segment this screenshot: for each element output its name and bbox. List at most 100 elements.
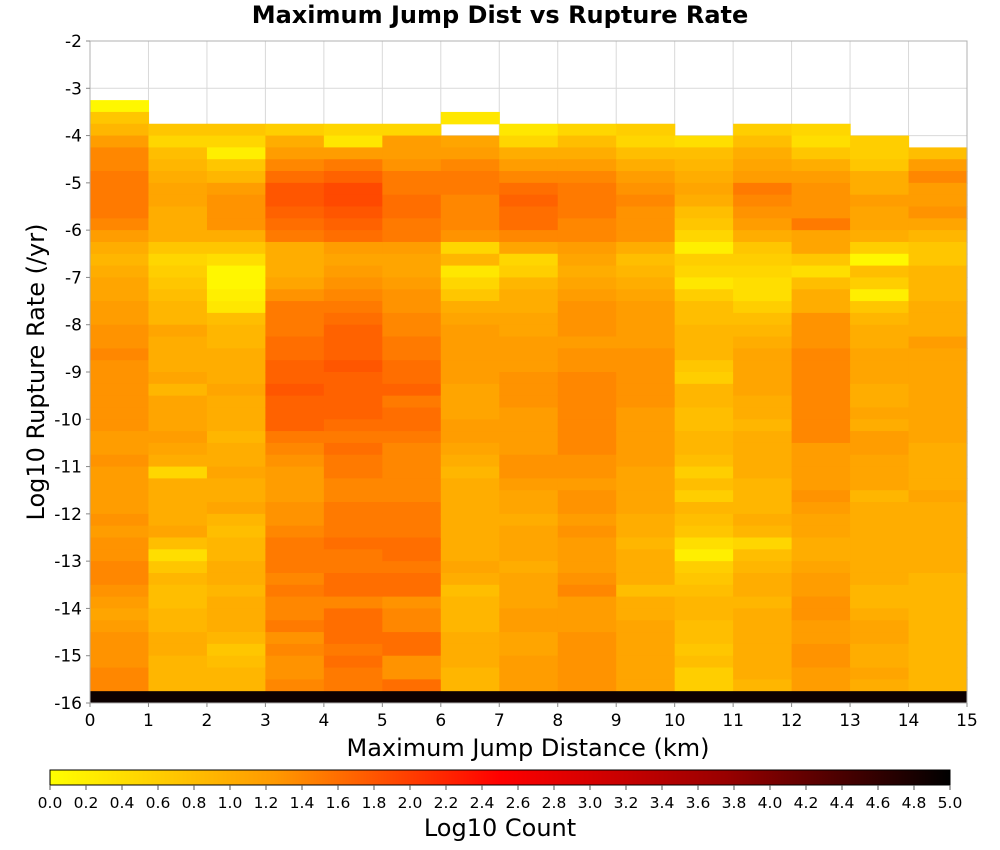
colorbar-tick-label: 3.0 [578,794,603,812]
heatmap-cell [382,513,442,527]
heatmap-cell [499,383,559,397]
heatmap-cell [499,194,559,208]
heatmap-cell [733,265,793,279]
heatmap-cell [148,502,208,515]
heatmap-cell [733,584,793,598]
heatmap-cell [90,241,150,255]
heatmap-cell [90,561,150,574]
heatmap-cell [323,525,383,539]
heatmap-cell [440,632,500,645]
heatmap-cell [206,289,266,302]
heatmap-cell [733,572,793,586]
heatmap-cell [616,230,676,243]
heatmap-cell [440,561,500,574]
y-tick-label: -13 [54,552,82,572]
heatmap-cell [499,241,559,255]
heatmap-cell [148,608,208,621]
heatmap-cell [265,218,325,231]
heatmap-cell [440,182,500,196]
heatmap-cell [616,513,676,527]
heatmap-cell [382,572,442,586]
heatmap-cell [733,537,793,550]
heatmap-cell [733,372,793,385]
heatmap-cell [557,289,617,302]
heatmap-cell [265,182,325,196]
heatmap-cell [850,407,910,420]
heatmap-cell [557,442,617,456]
heatmap-cell [148,230,208,243]
heatmap-cell [382,655,442,669]
heatmap-cell [265,241,325,255]
heatmap-cell [557,123,617,137]
heatmap-cell [206,194,266,208]
heatmap-cell [557,584,617,598]
heatmap-cell [674,549,734,562]
heatmap-cell [557,206,617,219]
heatmap-cell [791,336,851,349]
heatmap-cell [382,632,442,645]
heatmap-cell [791,289,851,302]
heatmap-cell [850,513,910,527]
heatmap-cell [499,171,559,184]
heatmap-cell [733,442,793,456]
heatmap-cell [908,478,968,491]
heatmap-cell [791,442,851,456]
heatmap-cell [733,336,793,349]
heatmap-cell [440,241,500,255]
heatmap-cell [791,253,851,267]
heatmap-cell [557,608,617,621]
y-tick-label: -6 [65,221,82,241]
heatmap-cell [323,348,383,361]
heatmap-cell [440,312,500,326]
heatmap-cell [265,419,325,432]
heatmap-cell [148,667,208,680]
heatmap-cell [90,100,150,113]
heatmap-cell [557,159,617,172]
heatmap-cell [850,395,910,409]
heatmap-cell [206,537,266,550]
heatmap-cell [616,466,676,479]
heatmap-cell [440,206,500,219]
heatmap-cell [323,632,383,645]
heatmap-cell [206,395,266,409]
heatmap-cell [148,537,208,550]
heatmap-cell [499,419,559,432]
heatmap-cell [148,253,208,267]
heatmap-cell [323,241,383,255]
heatmap-cell [791,395,851,409]
heatmap-cell [323,206,383,219]
heatmap-cell [850,301,910,314]
heatmap-cell [323,596,383,610]
heatmap-cell [499,182,559,196]
heatmap-cell [90,620,150,633]
heatmap-cell [674,206,734,219]
heatmap-cell [850,431,910,444]
heatmap-cell [616,490,676,503]
heatmap-cell [791,513,851,527]
heatmap-cell [265,171,325,184]
heatmap-cell [908,502,968,515]
heatmap-cell [674,324,734,338]
heatmap-cell [674,572,734,586]
heatmap-cell [265,643,325,657]
heatmap-cell [616,407,676,420]
heatmap-cell [440,383,500,397]
y-tick-label: -14 [54,599,82,619]
heatmap-cell [499,312,559,326]
heatmap-cell [908,348,968,361]
heatmap-cell [499,513,559,527]
heatmap-cell [908,561,968,574]
heatmap-cell [616,289,676,302]
heatmap-cell [908,253,968,267]
heatmap-cell [791,348,851,361]
heatmap-cell [674,454,734,468]
colorbar-tick-label: 1.2 [254,794,279,812]
heatmap-cell [908,596,968,610]
heatmap-cell [206,241,266,255]
heatmap-cell [90,171,150,184]
heatmap-cell [499,667,559,680]
heatmap-cell [908,643,968,657]
heatmap-cell [908,230,968,243]
heatmap-cell [148,277,208,290]
